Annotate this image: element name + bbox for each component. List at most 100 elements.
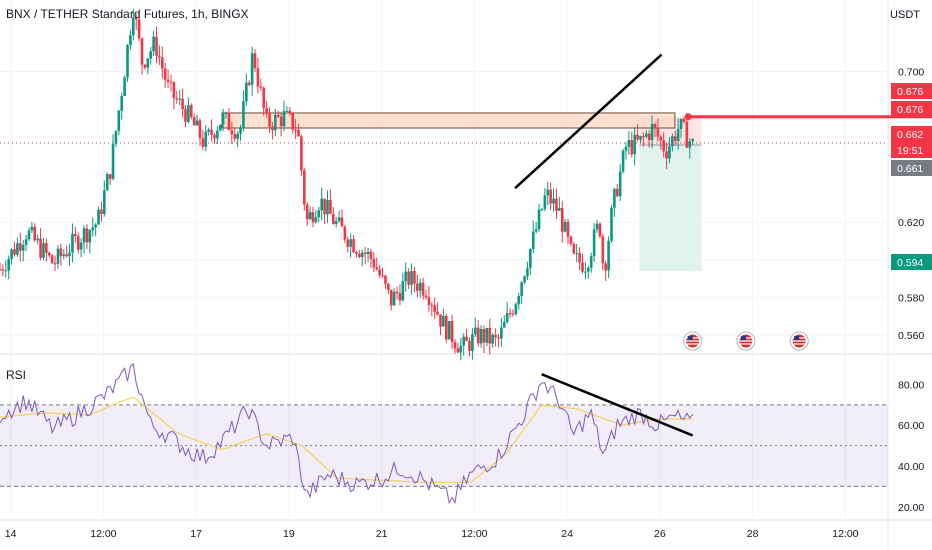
candle-body [291,112,295,130]
candle-body [24,239,28,245]
candle-body [682,118,686,122]
candle-body [100,209,103,215]
candle-body [297,129,300,137]
candle-body [416,283,419,291]
candle-body [294,129,297,131]
candle-body [129,35,132,46]
candle-body [442,316,445,327]
candle-body [560,207,564,232]
candle-body [543,195,547,210]
level-anchor-dot [684,113,692,121]
candle-body [375,267,379,270]
rsi-tick-label: 20.00 [898,502,924,514]
candle-body [630,140,634,155]
candle-body [546,189,550,196]
candle-body [207,129,210,132]
rsi-tick-label: 40.00 [898,461,924,473]
candle-body [288,110,292,113]
price-badge-label: 0.676 [897,104,923,116]
candle-body [71,233,74,253]
candle-body [317,210,321,218]
candle-body [401,281,405,301]
candle-body [285,110,289,112]
candle-body [598,223,602,237]
candle-body [584,271,587,273]
candle-body [36,238,39,241]
candle-body [85,228,89,243]
rsi-band-fill [0,404,888,487]
candle-body [105,174,109,191]
candle-body [7,258,10,271]
candle-body [13,249,16,255]
candle-body [430,304,434,306]
candle-body [4,270,8,272]
time-tick-label: 17 [190,528,202,540]
candle-body [239,127,242,134]
candle-body [456,348,460,353]
candle-body [413,271,416,284]
candle-body [601,236,605,264]
candle-body [349,239,352,247]
candle-body [494,334,497,338]
candle-body [488,328,492,344]
candle-body [311,212,315,223]
candle-body [308,212,312,220]
candle-body [175,98,179,100]
candle-body [320,198,323,211]
candle-body [595,223,599,230]
candle-body [621,150,625,172]
candle-body [607,240,610,271]
rsi-indicator-label[interactable]: RSI [6,368,27,382]
candle-body [529,249,532,269]
candle-body [216,130,219,139]
candle-body [691,139,694,142]
candle-body [511,313,515,315]
time-tick-label: 24 [561,528,573,540]
candle-body [650,123,654,141]
candle-body [537,209,541,230]
candle-body [323,198,326,215]
candle-body [178,98,181,100]
candle-body [224,112,228,114]
candle-body [79,242,83,250]
time-tick-label: 14 [5,528,17,540]
price-badge [891,83,932,99]
candle-body [120,95,124,111]
candle-body [204,131,208,147]
candle-body [656,127,660,137]
candle-body [227,112,231,130]
candle-body [410,271,413,285]
candle-body [407,271,410,285]
candle-body [195,120,199,126]
candle-body [108,174,112,179]
candle-body [42,243,45,258]
time-tick-label: 12:00 [832,528,858,540]
candle-body [540,209,544,211]
candle-body [531,231,535,250]
candle-body [673,136,677,141]
candle-body [462,336,465,346]
candle-body [398,293,402,301]
candle-body [653,123,657,128]
time-tick-label: 19 [283,528,295,540]
candle-body [16,243,19,255]
candle-body [250,53,254,85]
candle-body [94,224,97,228]
candle-body [184,109,187,122]
candle-body [639,136,642,140]
price-tick-label: 0.560 [898,330,924,342]
candle-body [636,134,639,140]
candle-body [343,226,347,240]
candle-body [384,275,387,284]
candle-body [418,282,422,291]
candle-body [331,213,335,225]
price-badge-label: 0.594 [897,257,923,269]
candle-body [372,258,376,268]
candle-body [187,105,190,122]
rsi-tick-label: 80.00 [898,379,924,391]
candle-body [508,313,512,315]
candle-body [436,311,439,315]
candle-body [247,82,251,85]
candle-body [482,329,486,343]
